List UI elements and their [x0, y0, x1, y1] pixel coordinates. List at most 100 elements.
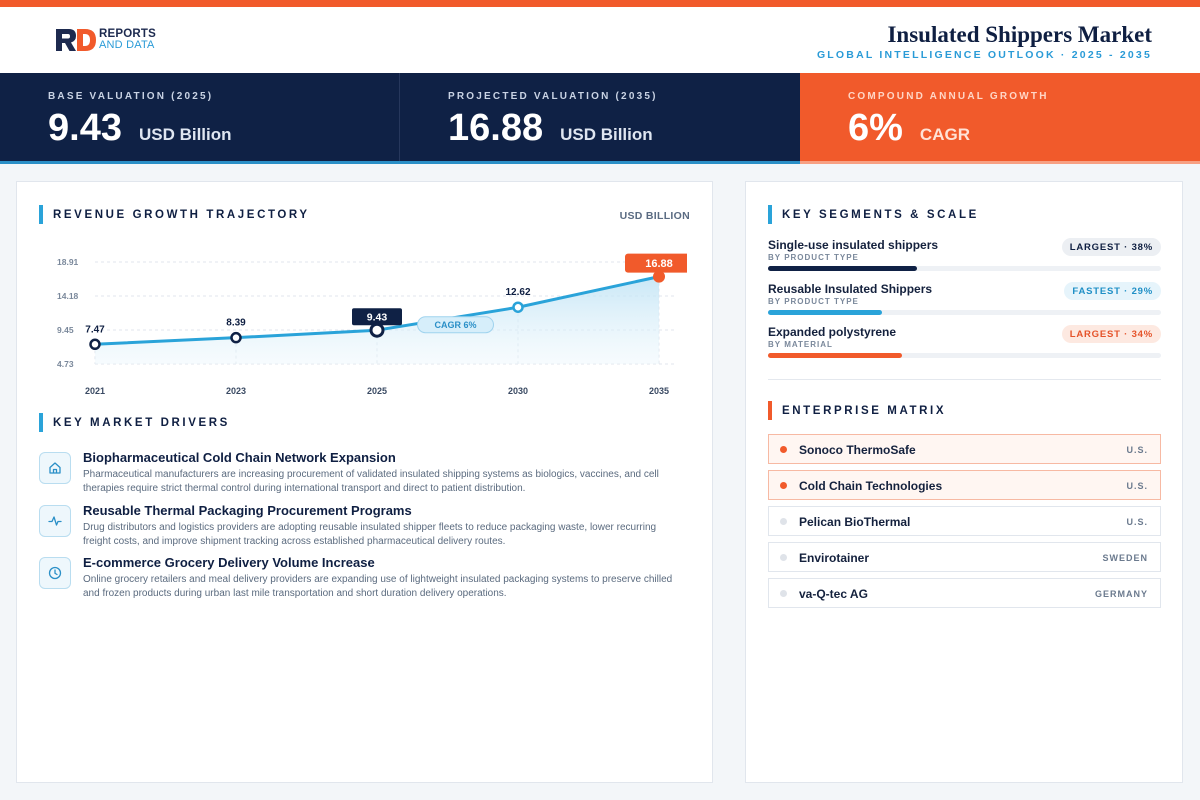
- y-tick-label: 14.18: [57, 291, 79, 301]
- revenue-chart: 18.91 14.18 9.45 4.73 CAGR 6% 7.47 2021 8.39 202…: [57, 253, 687, 396]
- enterprise-country: U.S.: [1126, 517, 1148, 527]
- page-title: Insulated Shippers Market: [887, 22, 1152, 47]
- trajectory-header: REVENUE GROWTH TRAJECTORY: [39, 205, 310, 224]
- enterprise-row: va-Q-tec AG GERMANY: [768, 578, 1161, 608]
- driver-description: Pharmaceutical manufacturers are increas…: [83, 469, 659, 494]
- segment-category: BY PRODUCT TYPE: [768, 297, 859, 306]
- segment-item: Expanded polystyrene BY MATERIAL LARGEST…: [768, 325, 1161, 361]
- data-point: [369, 322, 385, 338]
- y-tick-label: 18.91: [57, 257, 79, 267]
- x-tick-label: 2025: [367, 386, 387, 396]
- projected-value-badge: [625, 253, 687, 273]
- segment-share-track: [768, 353, 1161, 358]
- data-label: 7.47: [85, 324, 105, 335]
- driver-title: E-commerce Grocery Delivery Volume Incre…: [83, 555, 375, 570]
- status-dot-icon: [780, 518, 787, 525]
- segment-item: Reusable Insulated Shippers BY PRODUCT T…: [768, 282, 1161, 318]
- enterprise-row: Sonoco ThermoSafe U.S.: [768, 434, 1161, 464]
- brand-line-2: AND DATA: [99, 39, 155, 51]
- driver-item: Reusable Thermal Packaging Procurement P…: [39, 503, 699, 547]
- drivers-header: KEY MARKET DRIVERS: [39, 413, 230, 432]
- enterprise-row: Pelican BioThermal U.S.: [768, 506, 1161, 536]
- kpi-value-group: 6% CAGR: [848, 107, 970, 150]
- top-accent-bar: [0, 0, 1200, 7]
- status-dot-icon: [780, 482, 787, 489]
- section-accent: [39, 205, 43, 224]
- chart-unit-label: USD BILLION: [619, 210, 690, 222]
- brand-logo: REPORTS AND DATA: [55, 28, 156, 52]
- segment-share-bar: [768, 266, 918, 271]
- segment-category: BY PRODUCT TYPE: [768, 253, 859, 262]
- kpi-label: PROJECTED VALUATION (2035): [448, 91, 658, 102]
- x-tick-label: 2021: [85, 386, 105, 396]
- enterprise-name: va-Q-tec AG: [799, 587, 868, 601]
- kpi-projected-valuation: PROJECTED VALUATION (2035) 16.88 USD Bil…: [400, 73, 800, 164]
- enterprise-name: Sonoco ThermoSafe: [799, 443, 916, 457]
- kpi-value: 6%: [848, 107, 903, 149]
- section-divider: [768, 379, 1161, 380]
- segments-card: KEY SEGMENTS & SCALE Single-use insulate…: [745, 181, 1183, 783]
- segment-share-track: [768, 310, 1161, 315]
- enterprise-row: Envirotainer SWEDEN: [768, 542, 1161, 572]
- x-tick-label: 2035: [649, 386, 669, 396]
- driver-title: Biopharmaceutical Cold Chain Network Exp…: [83, 450, 396, 465]
- segment-name: Expanded polystyrene: [768, 325, 897, 339]
- segment-badge: LARGEST · 34%: [1061, 325, 1161, 343]
- driver-description: Drug distributors and logistics provider…: [83, 522, 657, 547]
- segment-item: Single-use insulated shippers BY PRODUCT…: [768, 238, 1161, 274]
- kpi-unit: USD Billion: [560, 125, 653, 144]
- data-label: 16.88: [645, 258, 673, 270]
- rd-logo-icon: [56, 29, 96, 51]
- kpi-value-group: 9.43 USD Billion: [48, 107, 232, 150]
- data-point: [653, 270, 665, 283]
- segment-badge: LARGEST · 38%: [1061, 238, 1161, 256]
- data-point: [230, 331, 242, 344]
- cagr-annotation-label: CAGR 6%: [434, 320, 476, 330]
- clock-icon: [39, 557, 71, 589]
- segments-header: KEY SEGMENTS & SCALE: [768, 205, 979, 224]
- data-point: [89, 338, 101, 351]
- brand-name: REPORTS AND DATA: [99, 28, 156, 51]
- data-label: 8.39: [226, 318, 246, 329]
- status-dot-icon: [780, 590, 787, 597]
- y-tick-label: 4.73: [57, 359, 74, 369]
- kpi-label: COMPOUND ANNUAL GROWTH: [848, 91, 1049, 102]
- home-icon: [39, 452, 71, 484]
- section-accent: [768, 205, 772, 224]
- section-accent: [39, 413, 43, 432]
- segment-share-track: [768, 266, 1161, 271]
- growth-card: REVENUE GROWTH TRAJECTORY USD BILLION 18…: [16, 181, 713, 783]
- driver-title: Reusable Thermal Packaging Procurement P…: [83, 503, 412, 518]
- status-dot-icon: [780, 446, 787, 453]
- enterprise-country: U.S.: [1126, 445, 1148, 455]
- data-label: 9.43: [367, 312, 388, 324]
- kpi-cagr: COMPOUND ANNUAL GROWTH 6% CAGR: [800, 73, 1200, 164]
- y-tick-label: 9.45: [57, 325, 74, 335]
- section-accent: [768, 401, 772, 420]
- driver-item: Biopharmaceutical Cold Chain Network Exp…: [39, 450, 699, 494]
- x-tick-label: 2023: [226, 386, 246, 396]
- page-subtitle: GLOBAL INTELLIGENCE OUTLOOK · 2025 - 203…: [816, 49, 1152, 61]
- enterprise-country: GERMANY: [1094, 589, 1148, 599]
- trajectory-title: REVENUE GROWTH TRAJECTORY: [53, 208, 310, 221]
- cagr-annotation: [417, 316, 494, 334]
- segments-title: KEY SEGMENTS & SCALE: [782, 208, 979, 221]
- driver-item: E-commerce Grocery Delivery Volume Incre…: [39, 555, 699, 599]
- enterprise-header: ENTERPRISE MATRIX: [768, 401, 946, 420]
- kpi-label: BASE VALUATION (2025): [48, 91, 214, 102]
- kpi-divider: [399, 73, 400, 161]
- kpi-unit: CAGR: [919, 125, 970, 144]
- data-point: [512, 301, 524, 313]
- enterprise-name: Envirotainer: [799, 551, 870, 565]
- activity-icon: [39, 505, 71, 537]
- segment-category: BY MATERIAL: [768, 340, 833, 349]
- segment-share-bar: [768, 353, 902, 358]
- enterprise-title: ENTERPRISE MATRIX: [782, 404, 947, 417]
- kpi-base-valuation: BASE VALUATION (2025) 9.43 USD Billion: [0, 73, 400, 164]
- x-tick-label: 2030: [508, 386, 528, 396]
- base-value-badge: [352, 308, 402, 326]
- enterprise-row: Cold Chain Technologies U.S.: [768, 470, 1161, 500]
- segment-badge: FASTEST · 29%: [1064, 282, 1161, 300]
- segment-name: Single-use insulated shippers: [768, 238, 939, 252]
- data-label: 12.62: [505, 287, 530, 298]
